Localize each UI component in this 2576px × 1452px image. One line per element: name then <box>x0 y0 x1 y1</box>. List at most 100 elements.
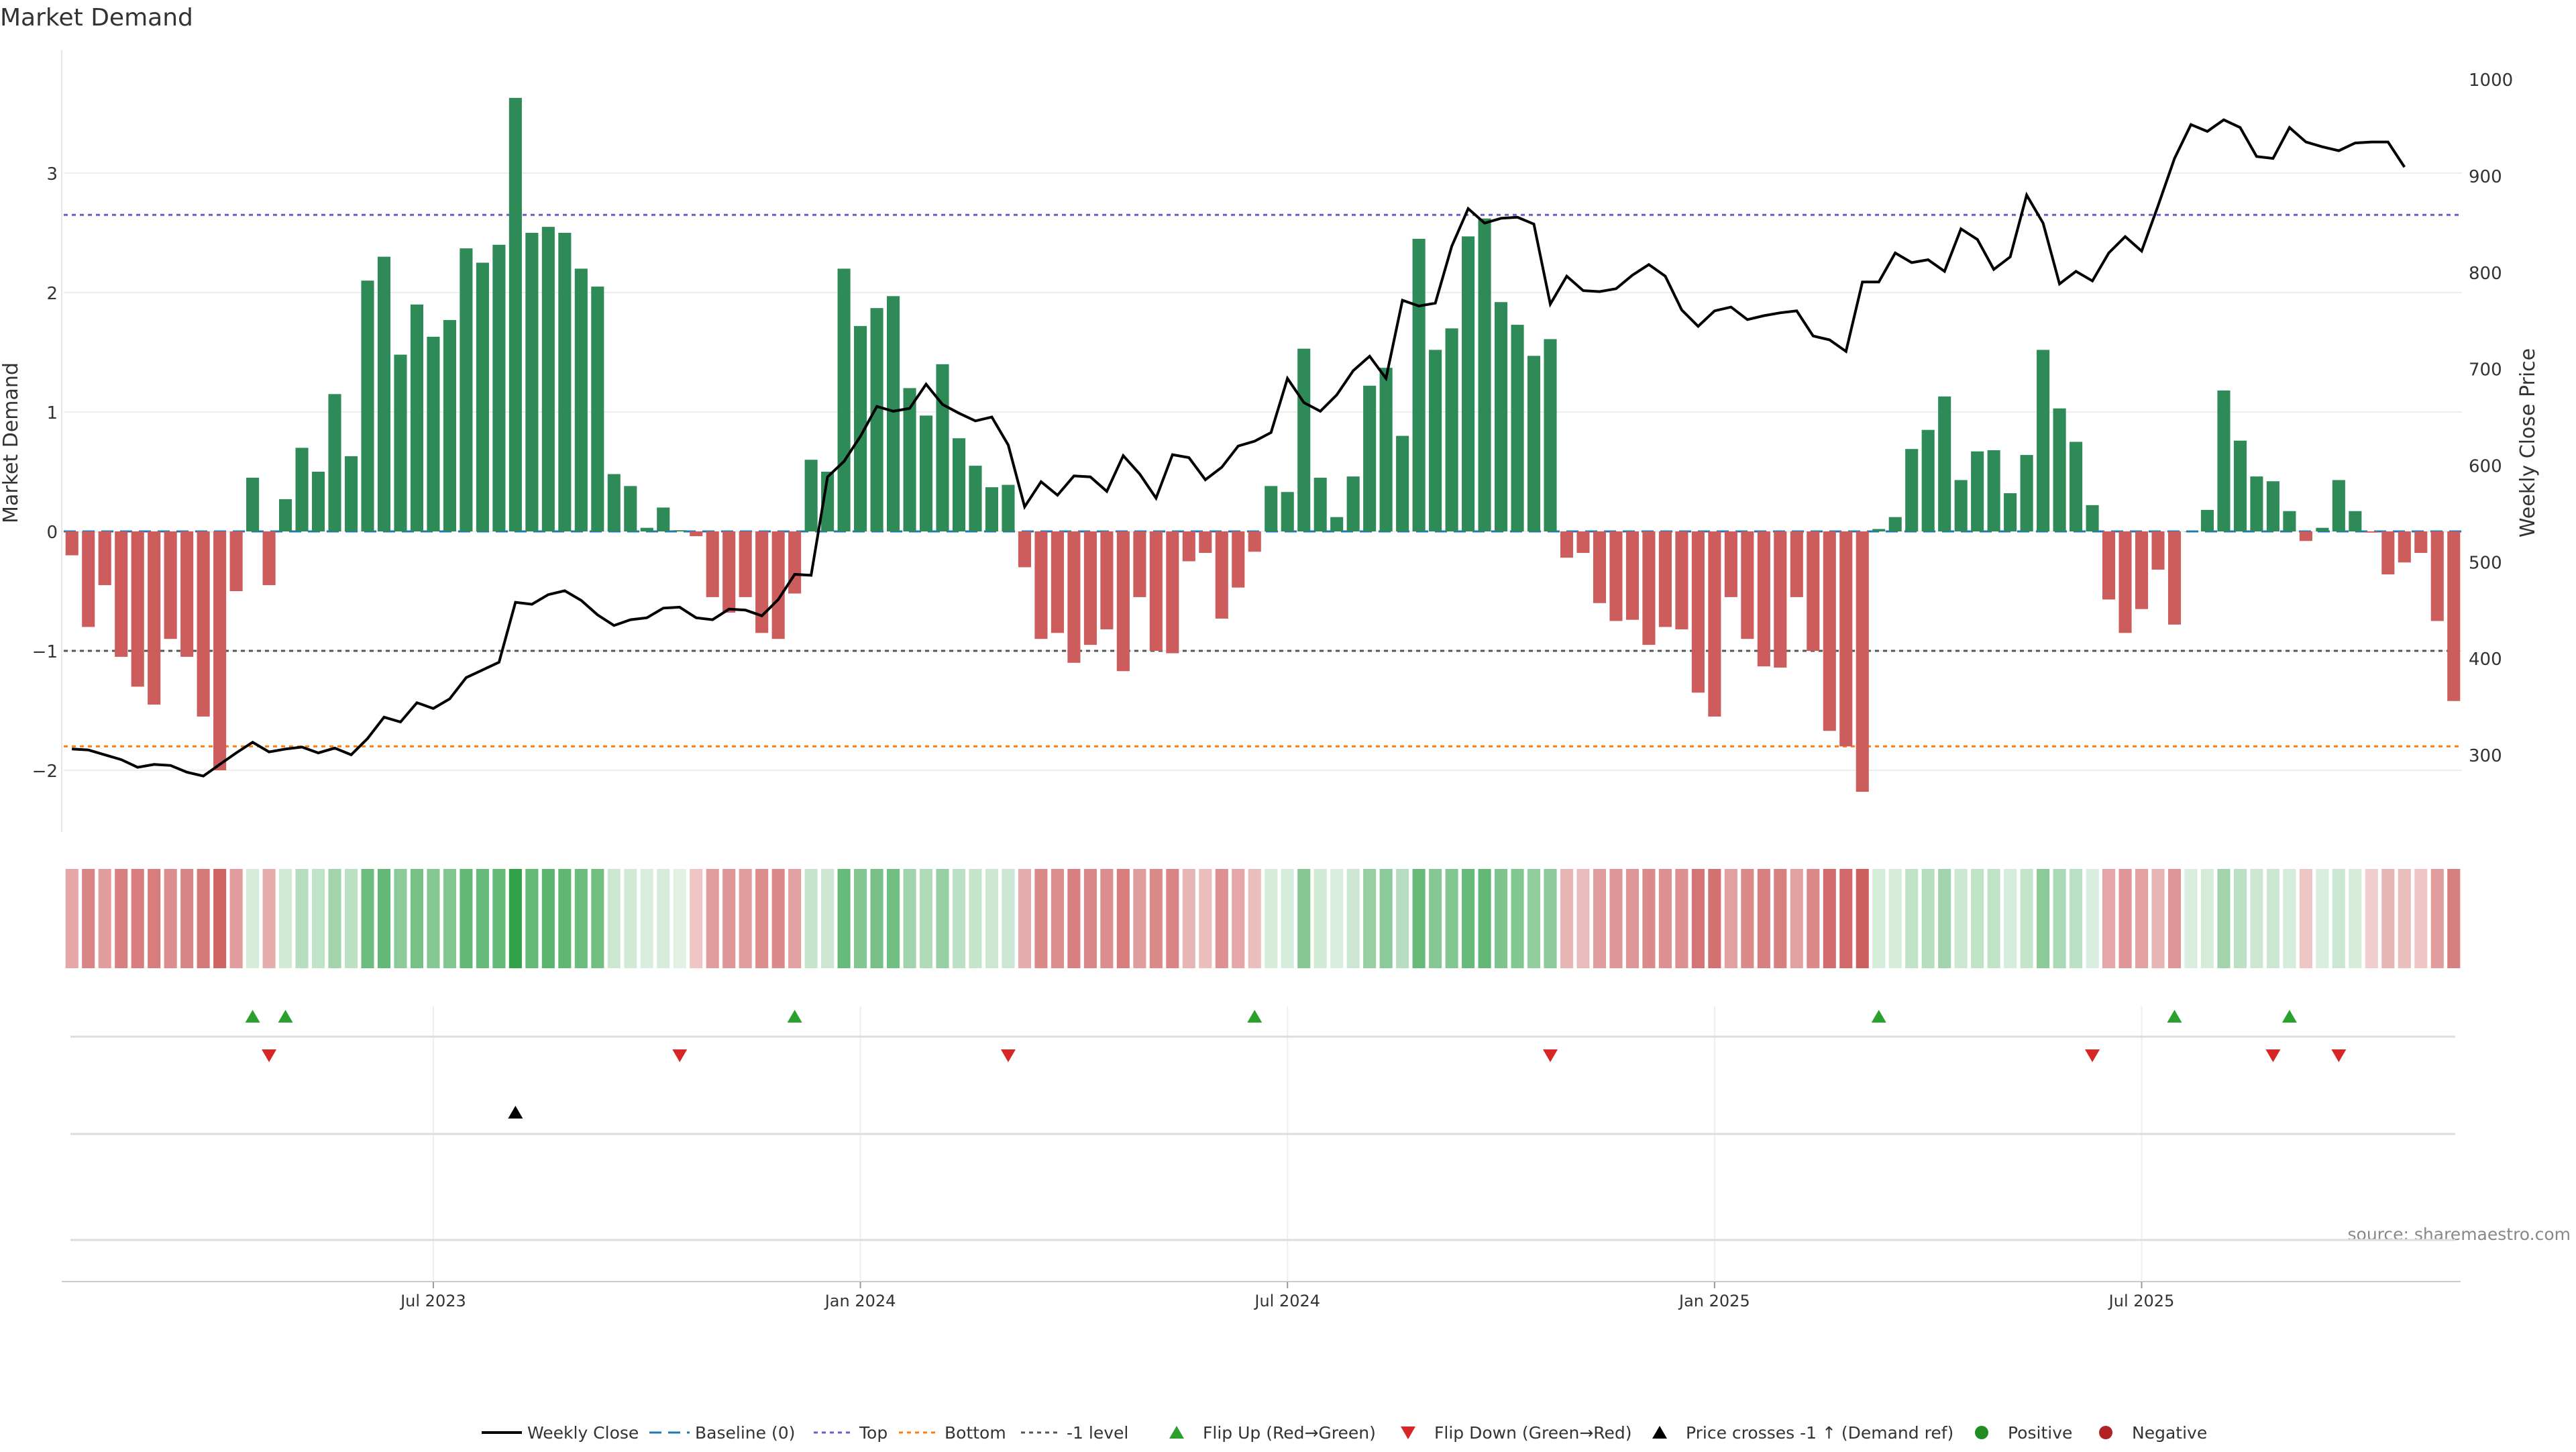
heat-cell <box>246 869 260 968</box>
legend: Weekly Close Baseline (0) Top Bottom -1 leve… <box>482 1423 2207 1443</box>
flip-up-marker <box>245 1010 260 1023</box>
y-right-tick-label: 600 <box>2469 456 2502 476</box>
heat-cell <box>1346 869 1360 968</box>
heat-cell <box>1658 869 1672 968</box>
heat-cell <box>148 869 161 968</box>
flip-up-marker <box>278 1010 293 1023</box>
demand-bar <box>607 474 621 531</box>
heat-cell <box>213 869 227 968</box>
heat-cell <box>1511 869 1524 968</box>
heat-cell <box>2135 869 2149 968</box>
demand-bars <box>65 97 2461 792</box>
demand-bar <box>1724 531 1737 597</box>
heat-cell <box>1265 869 1278 968</box>
legend-swatch-triangle-up <box>1652 1426 1667 1439</box>
heat-cell <box>443 869 456 968</box>
heat-cell <box>755 869 769 968</box>
y-left-tick-label: −2 <box>32 762 58 782</box>
heat-cell <box>1642 869 1656 968</box>
flip-down-marker <box>1543 1049 1558 1062</box>
chart-title: Market Demand <box>0 4 193 32</box>
demand-bar <box>1429 350 1442 531</box>
flip-down-marker <box>262 1049 277 1062</box>
heat-cell <box>229 869 243 968</box>
heat-cell <box>82 869 95 968</box>
heat-cell <box>1133 869 1146 968</box>
demand-bar <box>2102 531 2116 600</box>
heat-cell <box>919 869 933 968</box>
demand-bar <box>2004 493 2017 531</box>
demand-bar <box>476 262 489 531</box>
heat-cell <box>311 869 325 968</box>
heat-cell <box>1297 869 1311 968</box>
demand-bar <box>443 319 456 531</box>
heat-cell <box>2037 869 2050 968</box>
demand-bar <box>1708 531 1721 717</box>
demand-bar <box>739 531 752 597</box>
demand-bar <box>2283 511 2296 531</box>
heat-cell <box>574 869 588 968</box>
heat-cell <box>525 869 539 968</box>
demand-bar <box>311 472 325 531</box>
demand-bar <box>1313 477 1327 531</box>
heat-cell <box>1675 869 1688 968</box>
demand-bar <box>115 531 128 657</box>
y-right-tick-label: 900 <box>2469 167 2502 187</box>
heat-cell <box>65 869 78 968</box>
demand-bar <box>1297 348 1311 531</box>
demand-bar <box>1872 529 1886 531</box>
heat-cell <box>1527 869 1541 968</box>
demand-bar <box>213 531 227 770</box>
weekly-close-line <box>72 118 2406 778</box>
heat-cell <box>2266 869 2279 968</box>
event-markers <box>245 1010 2347 1119</box>
heat-cell <box>2398 869 2411 968</box>
demand-bar <box>246 477 260 531</box>
demand-bar <box>1527 356 1541 531</box>
demand-bar <box>2332 480 2345 531</box>
heat-cell <box>722 869 736 968</box>
y-right-tick-label: 500 <box>2469 553 2502 573</box>
flip-up-marker <box>2167 1010 2182 1023</box>
y-right-ticks: 300 400 500 600 700 800 900 1000 <box>2469 70 2513 766</box>
flip-up-marker <box>1871 1010 1886 1023</box>
y-left-ticks: −2 −1 0 1 2 3 <box>32 164 58 782</box>
heat-cell <box>2200 869 2214 968</box>
demand-bar <box>673 530 686 531</box>
demand-bar <box>706 531 719 597</box>
y-right-tick-label: 800 <box>2469 264 2502 284</box>
heat-cell <box>1199 869 1212 968</box>
demand-bar <box>690 531 703 537</box>
heat-cell <box>2299 869 2312 968</box>
demand-bar <box>1051 531 1064 633</box>
heat-cell <box>361 869 374 968</box>
demand-bar <box>2430 531 2444 621</box>
heat-cell <box>1971 869 1984 968</box>
heat-cell <box>1774 869 1787 968</box>
heat-cell <box>1412 869 1426 968</box>
heat-cell <box>804 869 818 968</box>
demand-bar <box>640 527 653 531</box>
demand-bar <box>657 507 670 531</box>
heat-cell <box>1379 869 1393 968</box>
demand-bar <box>2233 440 2247 531</box>
demand-bar <box>1954 480 1968 531</box>
heat-cell <box>1182 869 1195 968</box>
heat-cell <box>2332 869 2345 968</box>
y-left-axis-label: Market Demand <box>0 362 23 523</box>
demand-bar <box>427 336 440 531</box>
heat-cell <box>180 869 194 968</box>
heat-cell <box>1938 869 1951 968</box>
heat-cell <box>131 869 144 968</box>
heat-cell <box>985 869 999 968</box>
demand-bar <box>1839 531 1853 747</box>
demand-bar <box>2316 527 2329 531</box>
heat-cell <box>2184 869 2198 968</box>
demand-bar <box>1412 238 1426 531</box>
heat-cell <box>460 869 473 968</box>
heat-cell <box>1921 869 1935 968</box>
demand-bar <box>2381 531 2395 575</box>
demand-bar <box>837 268 851 531</box>
demand-bar <box>1018 531 1031 568</box>
heat-cell <box>1741 869 1754 968</box>
